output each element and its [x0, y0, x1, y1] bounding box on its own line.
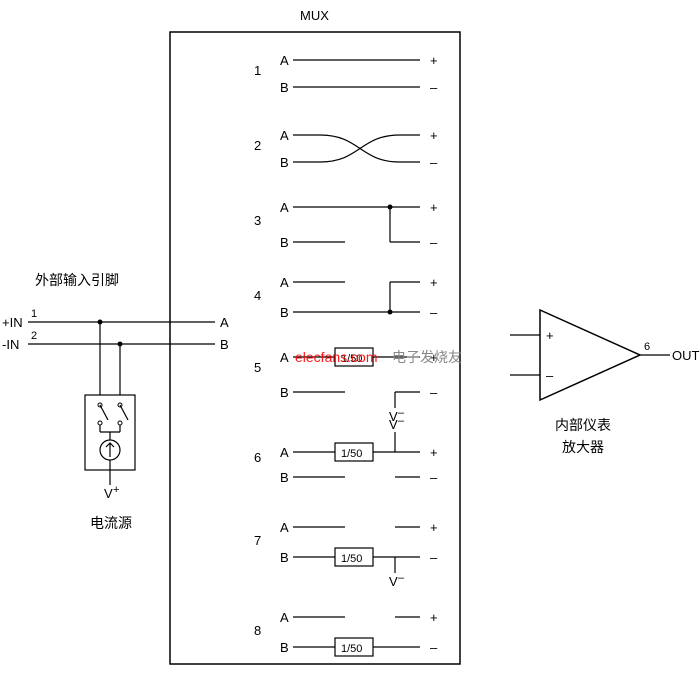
svg-text:1/50: 1/50 [341, 448, 362, 460]
watermark-1: elecfans.com [295, 349, 377, 365]
amp-label-1: 内部仪表 [555, 417, 611, 433]
svg-text:–: – [398, 415, 405, 427]
svg-text:1/50: 1/50 [341, 643, 362, 655]
ch7-num: 7 [254, 533, 261, 548]
svg-text:B: B [280, 640, 289, 655]
svg-text:+: + [430, 610, 438, 625]
amplifier-triangle [540, 310, 640, 400]
out-label: OUT [672, 348, 700, 363]
svg-text:B: B [280, 80, 289, 95]
svg-text:1/50: 1/50 [341, 553, 362, 565]
svg-text:+: + [430, 275, 438, 290]
svg-text:B: B [280, 155, 289, 170]
ch6-num: 6 [254, 450, 261, 465]
svg-text:B: B [280, 470, 289, 485]
ch8-num: 8 [254, 623, 261, 638]
ch3-num: 3 [254, 213, 261, 228]
pin-1: 1 [31, 308, 37, 320]
pin-2: 2 [31, 330, 37, 342]
svg-text:A: A [280, 53, 289, 68]
svg-text:+: + [430, 520, 438, 535]
svg-text:A: A [280, 445, 289, 460]
v-plus-sup: + [113, 484, 119, 496]
mux-A-left: A [220, 315, 229, 330]
current-source-label: 电流源 [90, 515, 132, 531]
svg-text:–: – [398, 572, 405, 584]
schematic-diagram: MUX 外部输入引脚 +IN 1 -IN 2 V + 电流源 A B 1 A +… [0, 0, 700, 684]
svg-text:B: B [280, 235, 289, 250]
mux-B-left: B [220, 337, 229, 352]
svg-text:B: B [280, 385, 289, 400]
svg-text:+: + [430, 53, 438, 68]
in-plus-label: +IN [2, 315, 23, 330]
mux-box [170, 32, 460, 664]
svg-text:B: B [280, 305, 289, 320]
v-plus-label: V [104, 486, 113, 501]
svg-text:A: A [280, 275, 289, 290]
svg-text:–: – [430, 640, 438, 655]
amp-label-2: 放大器 [562, 439, 604, 455]
ch1-num: 1 [254, 63, 261, 78]
svg-text:+: + [430, 128, 438, 143]
mux-title: MUX [300, 8, 329, 23]
svg-text:–: – [430, 550, 438, 565]
svg-text:A: A [280, 350, 289, 365]
out-pin: 6 [644, 341, 650, 353]
watermark-2: 电子发烧友 [392, 349, 462, 365]
svg-text:–: – [546, 368, 554, 383]
svg-text:V: V [389, 417, 398, 432]
svg-text:V: V [389, 574, 398, 589]
svg-text:–: – [430, 155, 438, 170]
svg-text:–: – [430, 235, 438, 250]
svg-text:A: A [280, 610, 289, 625]
ch2-num: 2 [254, 138, 261, 153]
in-minus-label: -IN [2, 337, 19, 352]
svg-text:–: – [430, 80, 438, 95]
svg-text:+: + [430, 445, 438, 460]
svg-text:A: A [280, 520, 289, 535]
svg-text:A: A [280, 128, 289, 143]
svg-text:B: B [280, 550, 289, 565]
svg-text:–: – [430, 305, 438, 320]
svg-text:–: – [430, 470, 438, 485]
svg-text:–: – [430, 385, 438, 400]
ch4-num: 4 [254, 288, 261, 303]
svg-text:+: + [430, 200, 438, 215]
ch5-num: 5 [254, 360, 261, 375]
ext-input-label: 外部输入引脚 [35, 272, 119, 288]
svg-text:+: + [546, 328, 554, 343]
svg-text:A: A [280, 200, 289, 215]
